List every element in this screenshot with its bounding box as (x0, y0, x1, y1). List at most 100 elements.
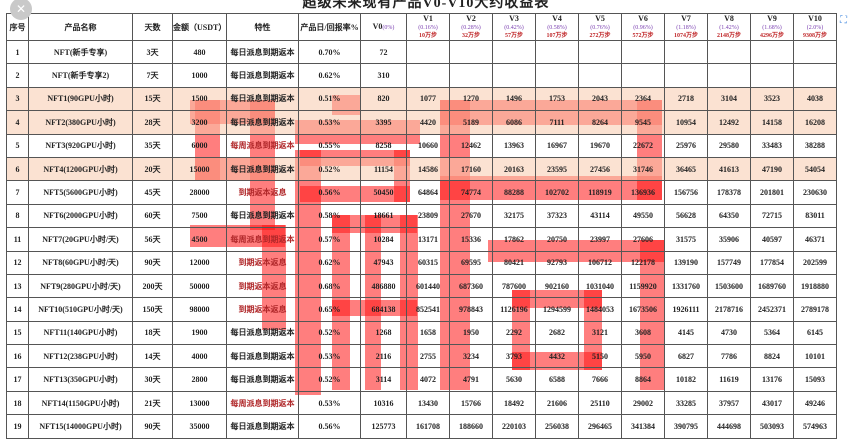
cell-amount: 98000 (172, 297, 227, 322)
cell-v0: 684138 (360, 297, 407, 322)
expand-button[interactable]: ⛶ (837, 14, 850, 27)
cell-v6 (621, 63, 665, 88)
cell-v7: 56628 (664, 203, 708, 229)
header-v8: V8 (1.42%) 2148万步 (707, 13, 751, 41)
cell-v9: 43017 (750, 390, 794, 416)
cell-v2: 687360 (449, 273, 493, 299)
cell-feature: 每周派息到期返本 (226, 227, 299, 252)
cell-v1: 1077 (406, 86, 450, 112)
cell-index: 12 (6, 250, 29, 275)
header-v7: V7 (1.18%) 1074万步 (664, 13, 708, 41)
cell-v5: 19670 (578, 133, 622, 158)
cell-v1: 852541 (406, 297, 450, 322)
cell-v10 (793, 63, 837, 88)
cell-v6: 22672 (621, 133, 665, 158)
cell-v4: 16967 (535, 133, 579, 158)
cell-v9: 201801 (750, 180, 794, 205)
cell-rate: 0.70% (298, 39, 361, 65)
cell-v2: 15766 (449, 390, 493, 416)
table-row: 3 NFT1(90GPU小时) 15天 1500 每日派息到期返本 0.51% 820 107… (6, 86, 837, 112)
cell-v2: 74774 (449, 180, 493, 205)
level-steps: 32万步 (461, 33, 480, 39)
cell-days: 90天 (132, 414, 173, 439)
table-row: 12 NFT8(60GPU小时/天) 90天 12000 到期返本返息 0.62% 4794… (6, 250, 837, 275)
cell-v6: 3608 (621, 320, 665, 346)
cell-v2: 27670 (449, 203, 493, 229)
cell-v4: 92793 (535, 250, 579, 275)
cell-v5: 2043 (578, 86, 622, 112)
cell-feature: 到期返本返息 (226, 297, 299, 322)
cell-v5: 106712 (578, 250, 622, 275)
cell-v7: 36465 (664, 156, 708, 182)
cell-v1: 64864 (406, 180, 450, 205)
cell-v0: 10284 (360, 227, 407, 252)
cell-name: NFT11(140GPU小时) (28, 320, 133, 346)
cell-v9: 1689760 (750, 273, 794, 299)
cell-index: 15 (6, 320, 29, 346)
level-rate: (0.16%) (418, 25, 438, 31)
cell-rate: 0.52% (298, 367, 361, 392)
cell-v3: 2292 (492, 320, 536, 346)
level-label: V2 (466, 14, 476, 24)
cell-v4: 2682 (535, 320, 579, 346)
cell-index: 18 (6, 390, 29, 416)
cell-name: NFT(新手专享2) (28, 63, 133, 88)
cell-v7: 139190 (664, 250, 708, 275)
table-row: 1 NFT(新手专享) 3天 480 每日派息到期返本 0.70% 72 (6, 39, 837, 65)
cell-v4: 37323 (535, 203, 579, 229)
header-days: 天数 (132, 13, 173, 41)
v0-label: V0 (372, 21, 383, 31)
cell-name: NFT9(280GPU小时/天) (28, 273, 133, 299)
header-v6: V6 (0.96%) 572万步 (621, 13, 665, 41)
cell-amount: 50000 (172, 273, 227, 299)
close-button[interactable]: ✕ (10, 0, 32, 20)
cell-amount: 7500 (172, 203, 227, 229)
cell-v1: 14586 (406, 156, 450, 182)
cell-v9: 13176 (750, 367, 794, 392)
earnings-table: 序号 产品名称 天数 金额（USDT） 特性 产品日/回报率% V0(0%) V… (6, 13, 837, 439)
table-row: 19 NFT15(14000GPU小时) 90天 35000 每日派息到期返本 0.56%… (6, 414, 837, 439)
cell-rate: 0.53% (298, 390, 361, 416)
header-v9: V9 (1.68%) 4296万步 (750, 13, 794, 41)
cell-v1 (406, 63, 450, 88)
level-rate: (1.18%) (676, 25, 696, 31)
cell-days: 15天 (132, 86, 173, 112)
cell-v6: 341384 (621, 414, 665, 439)
level-rate: (2.0%) (806, 25, 824, 31)
cell-v0: 310 (360, 63, 407, 88)
cell-amount: 2800 (172, 367, 227, 392)
level-rate: (0.96%) (633, 25, 653, 31)
cell-v0: 125773 (360, 414, 407, 439)
level-rate: (0.58%) (547, 25, 567, 31)
cell-index: 6 (6, 156, 29, 182)
level-rate: (0.42%) (504, 25, 524, 31)
cell-v7: 6827 (664, 344, 708, 369)
cell-index: 19 (6, 414, 29, 439)
cell-v4 (535, 63, 579, 88)
cell-v9: 8824 (750, 344, 794, 369)
cell-v3: 20163 (492, 156, 536, 182)
cell-amount: 15000 (172, 156, 227, 182)
cell-v9: 3523 (750, 86, 794, 112)
cell-v9: 5364 (750, 320, 794, 346)
cell-v8: 29580 (707, 133, 751, 158)
cell-v10: 15093 (793, 367, 837, 392)
cell-v7: 10954 (664, 110, 708, 135)
cell-v3 (492, 39, 536, 65)
cell-amount: 35000 (172, 414, 227, 439)
cell-v5: 25110 (578, 390, 622, 416)
cell-v10: 230630 (793, 180, 837, 205)
cell-v6 (621, 39, 665, 65)
cell-index: 4 (6, 110, 29, 135)
cell-v10: 49246 (793, 390, 837, 416)
level-label: V9 (767, 14, 777, 24)
cell-amount: 28000 (172, 180, 227, 205)
cell-v10: 2789178 (793, 297, 837, 322)
header-row: 序号 产品名称 天数 金额（USDT） 特性 产品日/回报率% V0(0%) V… (6, 13, 837, 41)
cell-v1: 4072 (406, 367, 450, 392)
cell-v5: 43114 (578, 203, 622, 229)
cell-feature: 每日派息到期返本 (226, 414, 299, 439)
header-v10: V10 (2.0%) 9308万步 (793, 13, 837, 41)
cell-v10: 54054 (793, 156, 837, 182)
cell-days: 30天 (132, 367, 173, 392)
